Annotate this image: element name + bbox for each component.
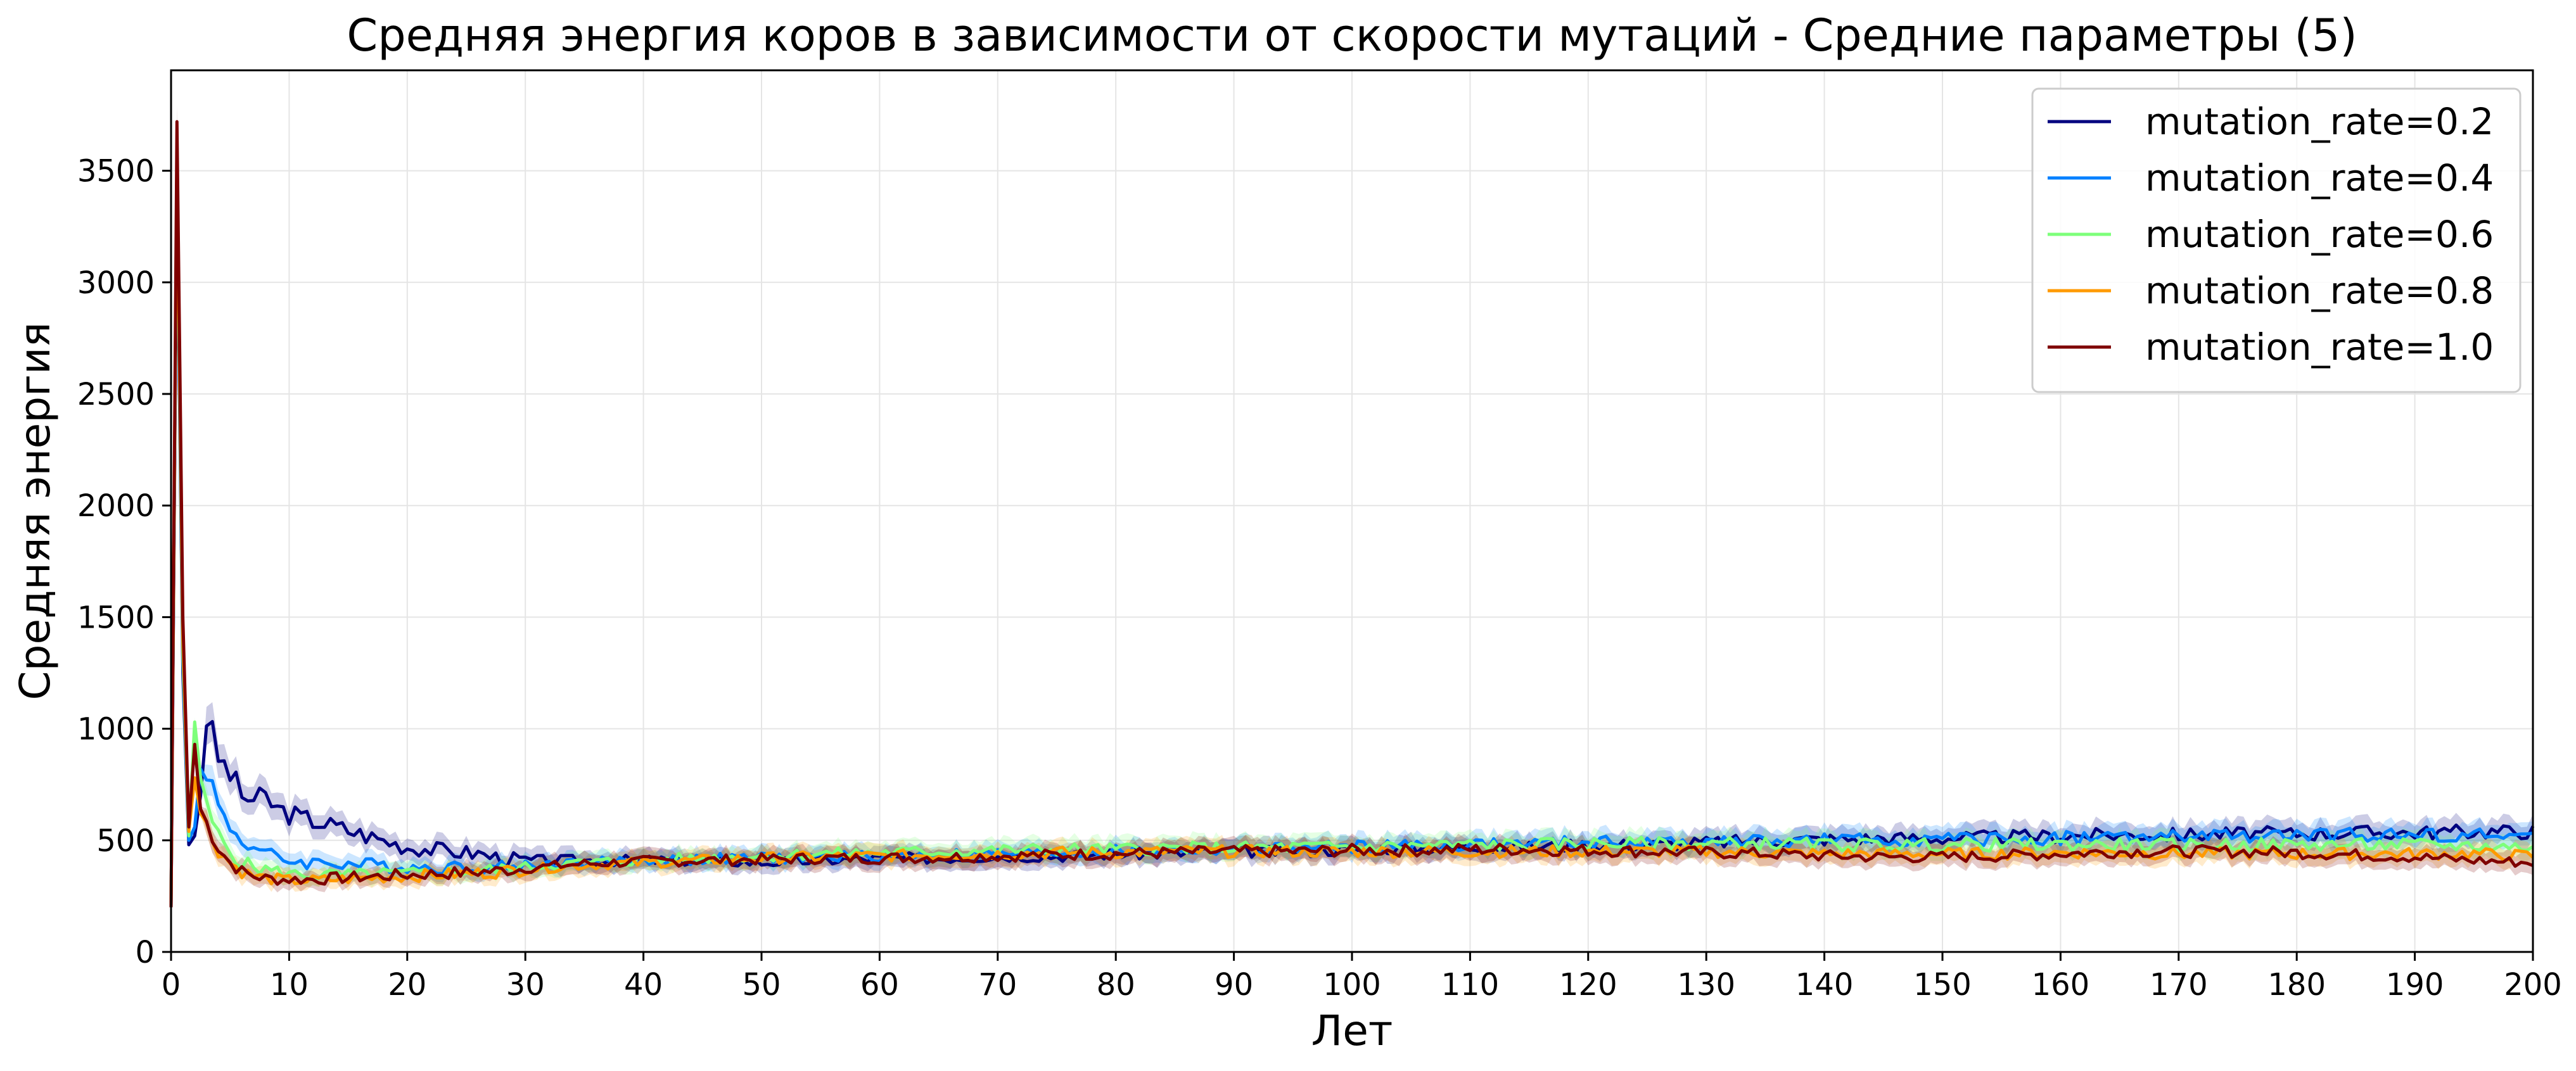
x-tick-label: 100: [1323, 967, 1381, 1003]
x-tick-label: 120: [1559, 967, 1617, 1003]
legend-label: mutation_rate=0.6: [2145, 213, 2494, 256]
legend-box: [2031, 87, 2522, 393]
legend: mutation_rate=0.2 mutation_rate=0.4mutati…: [2031, 87, 2522, 393]
x-tick-label: 200: [2504, 967, 2562, 1003]
y-axis-label: Средняя энергия: [11, 322, 60, 700]
x-tick-label: 160: [2032, 967, 2090, 1003]
x-tick-label: 80: [1097, 967, 1135, 1003]
y-tick-label: 3500: [77, 154, 155, 189]
chart-title: Средняя энергия коров в зависимости от с…: [347, 10, 2357, 61]
legend-label: mutation_rate=1.0: [2145, 326, 2494, 369]
x-tick-label: 150: [1913, 967, 1972, 1003]
y-axis-ticks: 0 500 1000 1500 2000 2500 3000 3500: [77, 154, 171, 970]
x-tick-label: 10: [270, 967, 309, 1003]
y-tick-label: 1500: [77, 600, 155, 635]
x-tick-label: 190: [2386, 967, 2444, 1003]
legend-label: mutation_rate=0.2: [2145, 100, 2494, 143]
y-tick-label: 500: [96, 823, 155, 859]
x-tick-label: 70: [978, 967, 1017, 1003]
series-lines: [169, 120, 2535, 908]
y-tick-label: 1000: [77, 712, 155, 747]
x-axis-ticks: 0 10 20 30 40 50 60 70 80 90 100 110 120 130 140 150 160…: [162, 952, 2562, 1003]
legend-label: mutation_rate=0.4: [2145, 156, 2494, 200]
x-tick-label: 30: [506, 967, 545, 1003]
x-axis-label: Лет: [1311, 1006, 1393, 1055]
x-tick-label: 50: [742, 967, 781, 1003]
x-tick-label: 110: [1441, 967, 1500, 1003]
legend-label: mutation_rate=0.8: [2145, 269, 2494, 312]
x-tick-label: 140: [1795, 967, 1854, 1003]
y-tick-label: 3000: [77, 265, 155, 301]
x-tick-label: 40: [624, 967, 663, 1003]
y-tick-label: 0: [135, 935, 155, 970]
y-tick-label: 2000: [77, 488, 155, 524]
x-tick-label: 170: [2150, 967, 2208, 1003]
x-tick-label: 130: [1677, 967, 1735, 1003]
y-tick-label: 2500: [77, 377, 155, 412]
x-tick-label: 20: [388, 967, 426, 1003]
x-tick-label: 180: [2267, 967, 2326, 1003]
series-line: [169, 120, 2534, 908]
x-tick-label: 60: [860, 967, 899, 1003]
x-tick-label: 90: [1215, 967, 1253, 1003]
x-tick-label: 0: [162, 967, 181, 1003]
